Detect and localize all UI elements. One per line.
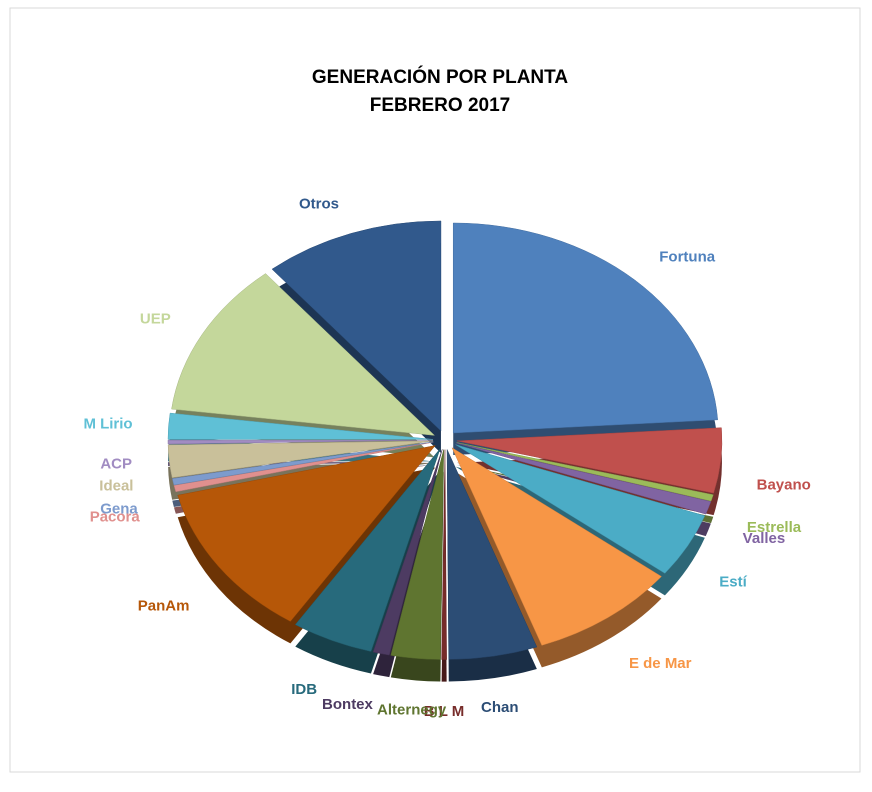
slice-label: IDB	[291, 681, 317, 698]
slice-label: Chan	[481, 699, 519, 716]
slice	[456, 442, 712, 515]
slice-label: B L M	[424, 703, 465, 720]
slice	[294, 448, 441, 652]
slice-label: Bayano	[757, 476, 811, 493]
slice-label: E de Mar	[629, 655, 692, 672]
chart-title: GENERACIÓN POR PLANTA	[312, 66, 568, 88]
slice-label: Gena	[100, 501, 138, 518]
slice	[271, 220, 442, 432]
slice-label: Alternegy	[377, 702, 447, 719]
slice-label: Bontex	[322, 696, 373, 713]
slice	[441, 449, 447, 660]
slice-label: Valles	[743, 530, 786, 547]
slice-label: PanAm	[138, 597, 190, 614]
slice-label: M Lirio	[83, 415, 132, 432]
slice	[456, 427, 723, 494]
slice	[455, 444, 706, 574]
slice	[177, 445, 436, 622]
slice-label: Estrella	[747, 519, 802, 536]
chart-subtitle: FEBRERO 2017	[370, 95, 510, 116]
slice	[456, 442, 714, 502]
slice-label: Otros	[299, 196, 339, 213]
slice	[372, 449, 443, 656]
slice-label: Ideal	[99, 477, 133, 494]
slice	[172, 441, 434, 486]
slice	[167, 440, 434, 478]
slice-label: Estí	[719, 573, 747, 590]
slice	[446, 449, 538, 660]
slice	[173, 441, 434, 493]
slice	[451, 447, 662, 646]
slice	[452, 222, 718, 434]
slice	[390, 449, 444, 660]
slice-label: ACP	[100, 455, 132, 472]
slice-label: UEP	[140, 311, 171, 328]
slice	[167, 412, 434, 440]
slice	[167, 439, 434, 445]
slice	[171, 273, 436, 436]
slice-label: Fortuna	[659, 249, 715, 266]
slice-label: Pacora	[90, 508, 141, 525]
